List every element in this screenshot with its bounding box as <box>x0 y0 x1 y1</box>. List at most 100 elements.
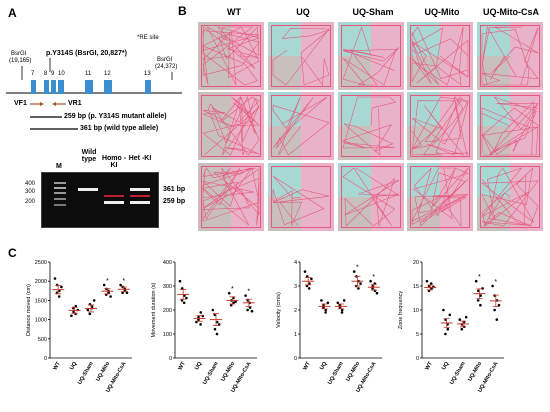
significance-star: * <box>478 274 481 281</box>
data-point <box>320 299 323 302</box>
data-point <box>88 312 92 316</box>
arena-quadrant <box>338 92 371 126</box>
data-point <box>74 304 78 308</box>
significance-star: * <box>372 274 375 281</box>
arena-wall-track <box>341 25 401 87</box>
data-point <box>305 275 309 278</box>
exon-9 <box>51 80 56 94</box>
primer-forward-label: VF1 <box>14 100 27 107</box>
open-field-tile <box>407 163 473 231</box>
x-tick-label: UQ-Sham <box>202 361 220 386</box>
marker-band <box>54 182 66 184</box>
y-axis-label: Movement duration (s) <box>151 282 157 337</box>
trajectory-path <box>411 26 469 86</box>
data-point <box>199 311 203 314</box>
exon-label-9: 9 <box>51 71 55 77</box>
arena-wall-track <box>341 95 401 157</box>
y-tick-label: 0 <box>294 356 297 362</box>
significance-star: * <box>122 278 125 285</box>
bsrgi-right-pos: (24,372) <box>155 64 178 70</box>
data-point <box>425 279 429 283</box>
arena-quadrant <box>371 92 404 126</box>
bsrgi-left-name: BsrGI <box>11 51 27 57</box>
y-tick-label: 4 <box>294 260 297 266</box>
marker-band <box>54 187 66 189</box>
y-tick-label: 0 <box>44 356 47 362</box>
condition-title-uq-mito: UQ-Mito <box>424 7 460 17</box>
data-point <box>495 318 499 321</box>
significance-star: * <box>106 278 109 285</box>
y-tick-label: 1 <box>294 332 297 338</box>
mutation-label: p.Y314S (BsrGI, 20,827*) <box>46 50 127 57</box>
arena-wall-track <box>271 166 331 228</box>
data-point <box>234 300 237 303</box>
exon-10 <box>58 80 64 94</box>
open-field-tile <box>477 22 543 90</box>
y-tick-label: 0 <box>416 356 419 362</box>
arena-wall-track <box>201 166 261 228</box>
data-point <box>336 301 340 305</box>
het-band-upper <box>130 188 150 191</box>
x-tick-label: UQ-Mito <box>220 360 236 382</box>
x-tick-label: WT <box>424 360 434 371</box>
data-point <box>109 295 112 298</box>
data-point <box>182 301 186 305</box>
data-point <box>248 306 252 309</box>
x-tick-label: UQ-Mito <box>345 360 361 382</box>
exon-label-10: 10 <box>58 71 65 77</box>
significance-star: * <box>231 286 234 293</box>
trajectory-path <box>342 26 400 86</box>
arena-quadrant <box>301 22 334 56</box>
exon-8 <box>44 80 49 94</box>
re-site-note: *RE site <box>137 35 159 41</box>
data-point <box>178 279 182 283</box>
data-point <box>458 318 462 321</box>
arena-quadrant <box>477 126 510 160</box>
gel-image <box>41 172 159 228</box>
y-tick-label: 3 <box>294 284 297 290</box>
trajectory-path <box>272 27 330 86</box>
open-field-tile <box>268 163 334 231</box>
data-point <box>246 308 249 312</box>
wt-allele-label: 361 bp (wild type allele) <box>80 125 159 132</box>
x-tick-label: UQ-Sham <box>327 361 345 386</box>
trajectory-path <box>342 96 397 156</box>
x-tick-label: UQ <box>69 360 79 371</box>
data-point <box>250 309 254 313</box>
condition-title-uq: UQ <box>296 7 310 17</box>
open-field-tile <box>477 92 543 160</box>
trajectory-path <box>202 26 261 86</box>
data-point <box>185 296 188 300</box>
arena-quadrant <box>301 163 334 197</box>
trajectory-path <box>411 167 469 227</box>
data-point <box>102 283 106 287</box>
data-point <box>244 294 247 297</box>
mutant-allele-label: 259 bp (p. Y314S mutant allele) <box>64 113 167 120</box>
arena-quadrant <box>510 163 543 197</box>
arena-quadrant <box>198 126 231 160</box>
data-point <box>444 332 447 336</box>
arena-wall-track <box>480 95 540 157</box>
y-tick-label: 2 <box>294 308 297 314</box>
y-tick-label: 500 <box>38 337 47 343</box>
trajectory-path <box>202 96 260 156</box>
exon-13 <box>145 80 151 94</box>
lane-label-het-ki: Het -KI <box>128 155 152 162</box>
data-point <box>446 327 450 331</box>
arena-wall-track <box>480 166 540 228</box>
data-point <box>493 308 496 312</box>
y-axis-label: Velocity (cm/s) <box>276 292 282 328</box>
arena-wall-track <box>341 166 401 228</box>
data-point <box>357 287 360 290</box>
bsrgi-right-name: BsrGI <box>157 57 173 63</box>
data-point <box>201 314 205 318</box>
arena-quadrant <box>268 22 301 56</box>
condition-title-uq-sham: UQ-Sham <box>352 7 394 17</box>
y-tick-label: 20 <box>413 260 419 266</box>
data-point <box>307 287 311 290</box>
y-tick-label: 10 <box>413 308 419 314</box>
data-point <box>326 301 330 305</box>
homo-band <box>104 201 124 204</box>
